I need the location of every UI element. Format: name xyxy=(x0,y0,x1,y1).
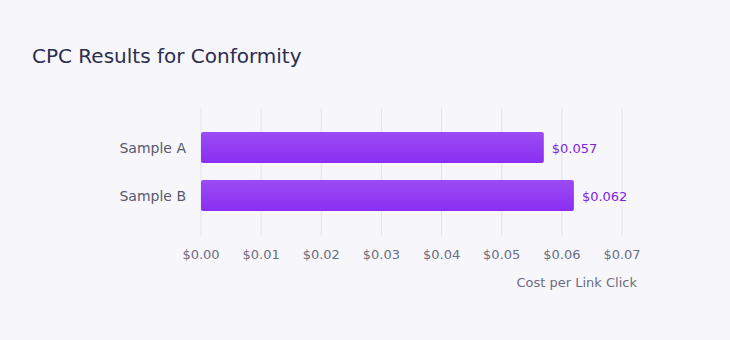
bar xyxy=(201,180,574,211)
grid-line xyxy=(381,108,382,236)
chart-title: CPC Results for Conformity xyxy=(32,44,302,68)
tick-label: $0.01 xyxy=(243,247,280,262)
grid-line xyxy=(441,108,442,236)
data-label: $0.057 xyxy=(552,141,598,156)
grid-line xyxy=(501,108,502,236)
bars xyxy=(201,132,574,211)
grid-line xyxy=(561,108,562,236)
tick-label: $0.07 xyxy=(603,247,640,262)
tick-label: $0.02 xyxy=(303,247,340,262)
category-label: Sample B xyxy=(119,188,186,204)
grid-line xyxy=(201,108,202,236)
tick-label: $0.05 xyxy=(483,247,520,262)
chart-container: CPC Results for Conformity $0.00 $0.01 $0.0… xyxy=(0,0,730,340)
grid-line xyxy=(261,108,262,236)
tick-label: $0.04 xyxy=(423,247,460,262)
category-label: Sample A xyxy=(119,140,186,156)
tick-label: $0.03 xyxy=(363,247,400,262)
bar xyxy=(201,132,544,163)
axis-label: Cost per Link Click xyxy=(517,275,638,290)
grid-line xyxy=(321,108,322,236)
tick-label: $0.00 xyxy=(182,247,219,262)
chart-svg: CPC Results for Conformity $0.00 $0.01 $0.0… xyxy=(0,0,730,340)
grid-line xyxy=(622,108,623,236)
data-label: $0.062 xyxy=(582,189,628,204)
tick-label: $0.06 xyxy=(543,247,580,262)
